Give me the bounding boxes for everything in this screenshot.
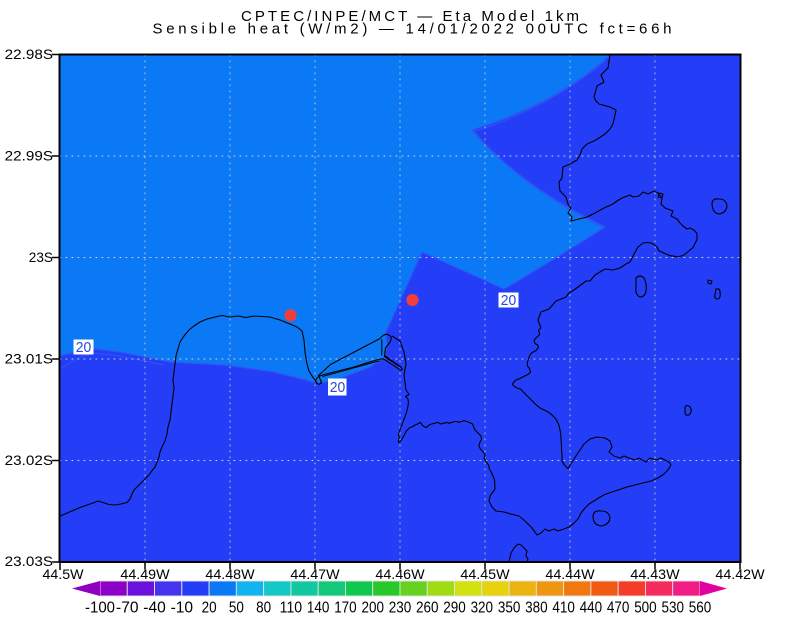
svg-text:Sensible heat (W/m2) — 14/01/2: Sensible heat (W/m2) — 14/01/2022 00UTC … xyxy=(153,21,672,38)
svg-text:-10: -10 xyxy=(171,600,194,617)
svg-text:470: 470 xyxy=(607,600,630,617)
svg-text:530: 530 xyxy=(661,600,684,617)
svg-text:23.02S: 23.02S xyxy=(5,452,53,468)
svg-text:44.42W: 44.42W xyxy=(715,566,765,582)
svg-text:170: 170 xyxy=(334,600,357,617)
svg-text:44.45W: 44.45W xyxy=(460,566,510,582)
svg-text:44.46W: 44.46W xyxy=(375,566,425,582)
svg-text:44.49W: 44.49W xyxy=(120,566,170,582)
svg-text:560: 560 xyxy=(689,600,712,617)
svg-text:110: 110 xyxy=(280,600,303,617)
svg-text:22.98S: 22.98S xyxy=(5,46,53,62)
svg-text:320: 320 xyxy=(471,600,494,617)
svg-text:44.5W: 44.5W xyxy=(43,566,85,582)
svg-text:44.43W: 44.43W xyxy=(630,566,680,582)
svg-text:23S: 23S xyxy=(29,249,53,265)
svg-text:140: 140 xyxy=(307,600,330,617)
svg-text:20: 20 xyxy=(330,379,346,396)
svg-text:290: 290 xyxy=(443,600,466,617)
svg-text:44.44W: 44.44W xyxy=(545,566,595,582)
svg-text:20: 20 xyxy=(202,600,217,617)
svg-text:-70: -70 xyxy=(116,600,139,617)
svg-text:410: 410 xyxy=(552,600,575,617)
svg-text:380: 380 xyxy=(525,600,548,617)
svg-text:23.01S: 23.01S xyxy=(5,351,53,367)
svg-text:-100: -100 xyxy=(85,600,115,617)
svg-text:200: 200 xyxy=(361,600,384,617)
svg-text:500: 500 xyxy=(634,600,657,617)
svg-text:350: 350 xyxy=(498,600,521,617)
svg-text:230: 230 xyxy=(389,600,412,617)
svg-text:22.99S: 22.99S xyxy=(5,148,53,164)
svg-text:44.47W: 44.47W xyxy=(290,566,340,582)
svg-text:50: 50 xyxy=(229,600,244,617)
svg-text:80: 80 xyxy=(256,600,271,617)
svg-text:20: 20 xyxy=(76,339,92,356)
svg-text:20: 20 xyxy=(501,292,517,309)
svg-text:23.03S: 23.03S xyxy=(5,553,53,569)
svg-text:260: 260 xyxy=(416,600,439,617)
svg-text:-40: -40 xyxy=(143,600,166,617)
svg-text:44.48W: 44.48W xyxy=(205,566,255,582)
svg-text:440: 440 xyxy=(580,600,603,617)
